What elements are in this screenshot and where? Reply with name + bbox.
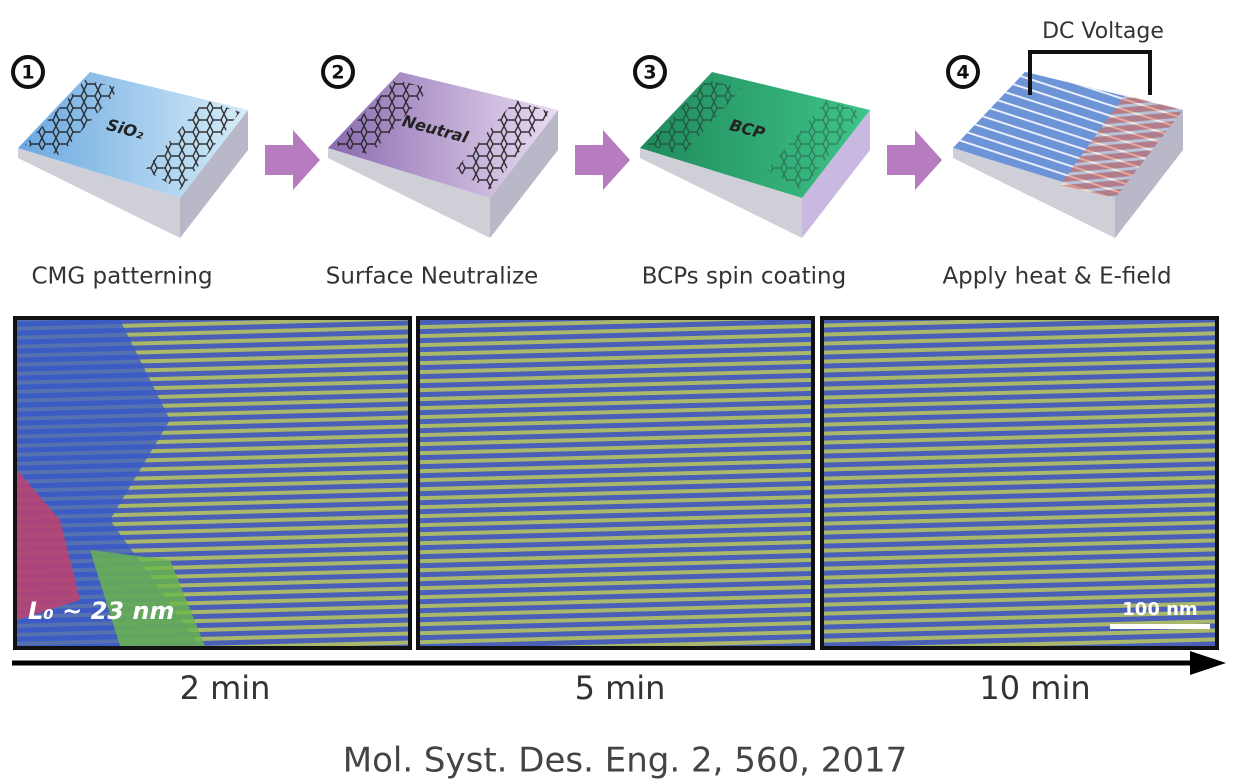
step-number-circle xyxy=(946,55,980,89)
graphene-right xyxy=(455,100,550,190)
step-number-circle xyxy=(321,55,355,89)
electrode xyxy=(1060,95,1183,198)
substrate-side xyxy=(953,148,1115,238)
graphene-right xyxy=(767,100,862,190)
step-number: 3 xyxy=(643,62,656,84)
time-label: 5 min xyxy=(575,669,666,707)
step-arrow xyxy=(265,130,320,190)
scale-bar xyxy=(1110,624,1210,629)
step-arrow xyxy=(575,130,630,190)
afm-image xyxy=(416,316,815,650)
step-arrow xyxy=(887,130,942,190)
substrate-front xyxy=(1115,110,1183,238)
substrate-side xyxy=(18,148,180,238)
step-number: 4 xyxy=(956,62,969,84)
time-label: 2 min xyxy=(180,669,271,707)
dc-wire xyxy=(1028,50,1152,95)
graphene-left xyxy=(335,80,430,155)
step-label: Surface Neutralize xyxy=(326,264,538,290)
step-number-circle xyxy=(633,55,667,89)
substrate-front xyxy=(802,110,870,238)
substrate-side xyxy=(328,148,490,238)
step-number-circle xyxy=(11,55,45,89)
red-domain xyxy=(17,470,80,620)
step-number: 1 xyxy=(21,62,34,84)
graphene-left xyxy=(25,80,120,155)
panels: 2 min L₀ ~ 23 nm 5 min 10 min 100 nm xyxy=(13,316,1219,707)
step-label: BCPs spin coating xyxy=(642,264,846,290)
period-label: L₀ ~ 23 nm xyxy=(28,597,174,625)
graphene-left xyxy=(647,80,742,155)
green-domain xyxy=(90,550,205,646)
substrate-front xyxy=(180,110,248,238)
step-number: 2 xyxy=(331,62,344,84)
substrate-front xyxy=(490,110,558,238)
citation: Mol. Syst. Des. Eng. 2, 560, 2017 xyxy=(343,741,908,780)
scale-bar-label: 100 nm xyxy=(1122,599,1197,620)
time-label: 10 min xyxy=(979,669,1090,707)
time-arrowhead xyxy=(1190,651,1226,675)
graphene-right xyxy=(145,100,240,190)
dc-voltage-label: DC Voltage xyxy=(1042,19,1164,44)
step-label: CMG patterning xyxy=(31,264,212,290)
step-label: Apply heat & E-field xyxy=(942,264,1171,290)
substrate-side xyxy=(640,148,802,238)
afm-image xyxy=(820,316,1219,650)
